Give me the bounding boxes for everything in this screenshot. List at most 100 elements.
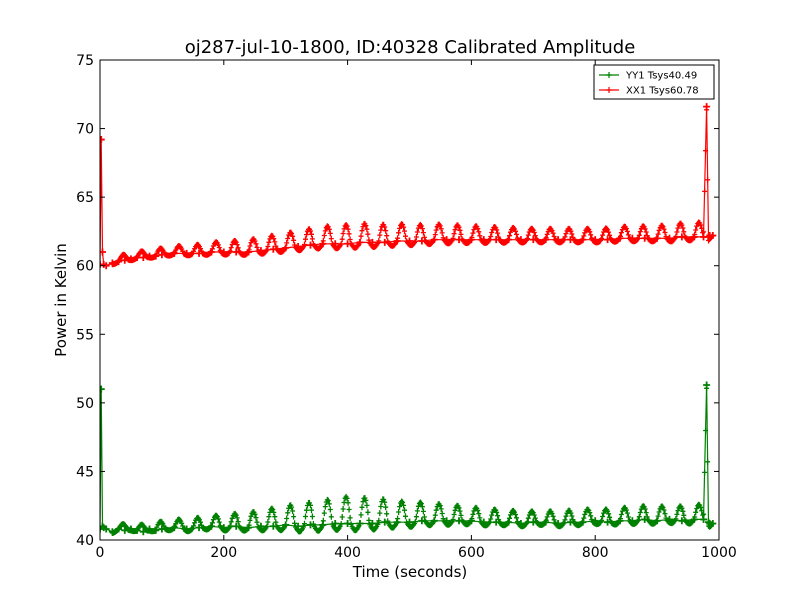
y-tick-label: 65 <box>76 190 94 206</box>
x-tick-label: 200 <box>210 545 237 561</box>
data-point <box>170 249 178 257</box>
data-point <box>170 524 178 532</box>
data-point <box>455 517 463 525</box>
series-layer <box>100 103 717 536</box>
data-point <box>245 248 253 256</box>
data-point <box>566 518 574 526</box>
data-point <box>368 520 376 528</box>
data-point <box>195 524 203 532</box>
chart-title: oj287-jul-10-1800, ID:40328 Calibrated A… <box>185 37 636 58</box>
data-point <box>220 248 228 256</box>
legend-label-0: YY1 Tsys40.49 <box>625 71 697 82</box>
data-point <box>146 525 154 533</box>
data-point <box>690 233 698 241</box>
data-point <box>100 136 105 144</box>
data-point <box>121 256 129 264</box>
data-point <box>121 526 129 534</box>
data-point <box>127 525 135 533</box>
data-point <box>393 237 401 245</box>
data-point <box>418 237 426 245</box>
data-point <box>418 517 426 525</box>
x-tick-label: 0 <box>96 545 105 561</box>
data-point <box>591 517 599 525</box>
data-point <box>195 249 203 257</box>
data-point <box>591 236 599 244</box>
data-point <box>700 515 708 523</box>
y-tick-label: 55 <box>76 327 94 343</box>
data-point <box>653 234 661 242</box>
data-point <box>294 522 302 530</box>
data-point <box>115 258 123 266</box>
data-point <box>368 238 376 246</box>
data-point <box>604 236 612 244</box>
data-point <box>269 522 277 530</box>
data-point <box>183 249 191 257</box>
data-point <box>480 518 488 526</box>
data-point <box>319 521 327 529</box>
data-point <box>443 236 451 244</box>
data-point <box>616 234 624 242</box>
data-point <box>331 520 339 528</box>
data-point <box>381 238 389 246</box>
data-point <box>102 525 110 533</box>
data-point <box>492 236 500 244</box>
data-point <box>139 528 147 536</box>
data-point <box>709 520 717 528</box>
data-point <box>709 232 717 240</box>
data-point <box>690 515 698 523</box>
series-1 <box>100 103 717 270</box>
data-point <box>554 520 562 528</box>
data-point <box>294 243 302 251</box>
data-point <box>628 234 636 242</box>
data-point <box>220 524 228 532</box>
data-point <box>406 237 413 245</box>
x-tick-label: 1000 <box>701 545 737 561</box>
x-tick-label: 400 <box>334 545 361 561</box>
data-point <box>282 244 290 252</box>
data-point <box>381 518 389 526</box>
data-point <box>393 518 401 526</box>
x-tick-label: 600 <box>458 545 485 561</box>
series-clip-group <box>100 103 717 536</box>
data-point <box>406 518 413 526</box>
data-point <box>139 253 147 261</box>
data-point <box>257 247 265 255</box>
data-point <box>108 528 116 536</box>
data-point <box>641 234 649 242</box>
data-point <box>542 236 550 244</box>
data-point <box>344 240 352 248</box>
data-point <box>232 522 240 530</box>
data-point <box>492 518 500 526</box>
data-point <box>467 517 475 525</box>
data-point <box>430 236 438 244</box>
data-point <box>115 525 123 533</box>
x-tick-label: 800 <box>582 545 609 561</box>
data-point <box>665 515 673 523</box>
data-point <box>319 240 327 248</box>
data-point <box>678 517 686 525</box>
axes-frame <box>99 59 720 541</box>
data-point <box>443 517 451 525</box>
data-point <box>542 518 550 526</box>
y-tick-label: 40 <box>76 533 94 549</box>
data-point <box>467 236 475 244</box>
data-point <box>505 236 513 244</box>
plot-background <box>100 60 719 540</box>
y-tick-label: 45 <box>76 464 94 480</box>
data-point <box>344 520 352 528</box>
y-tick-label: 75 <box>76 53 94 69</box>
legend-label-1: XX1 Tsys60.78 <box>626 86 699 97</box>
x-axis-label: Time (seconds) <box>352 563 468 581</box>
data-point <box>430 517 438 525</box>
legend-marker-1 <box>606 87 612 93</box>
axes-border <box>99 59 720 541</box>
y-tick-label: 60 <box>76 259 94 275</box>
data-point <box>678 233 686 241</box>
data-point <box>108 259 116 267</box>
data-point <box>703 381 711 389</box>
data-point <box>653 517 661 525</box>
data-point <box>480 236 488 244</box>
data-point <box>257 522 265 530</box>
data-point <box>152 252 160 260</box>
